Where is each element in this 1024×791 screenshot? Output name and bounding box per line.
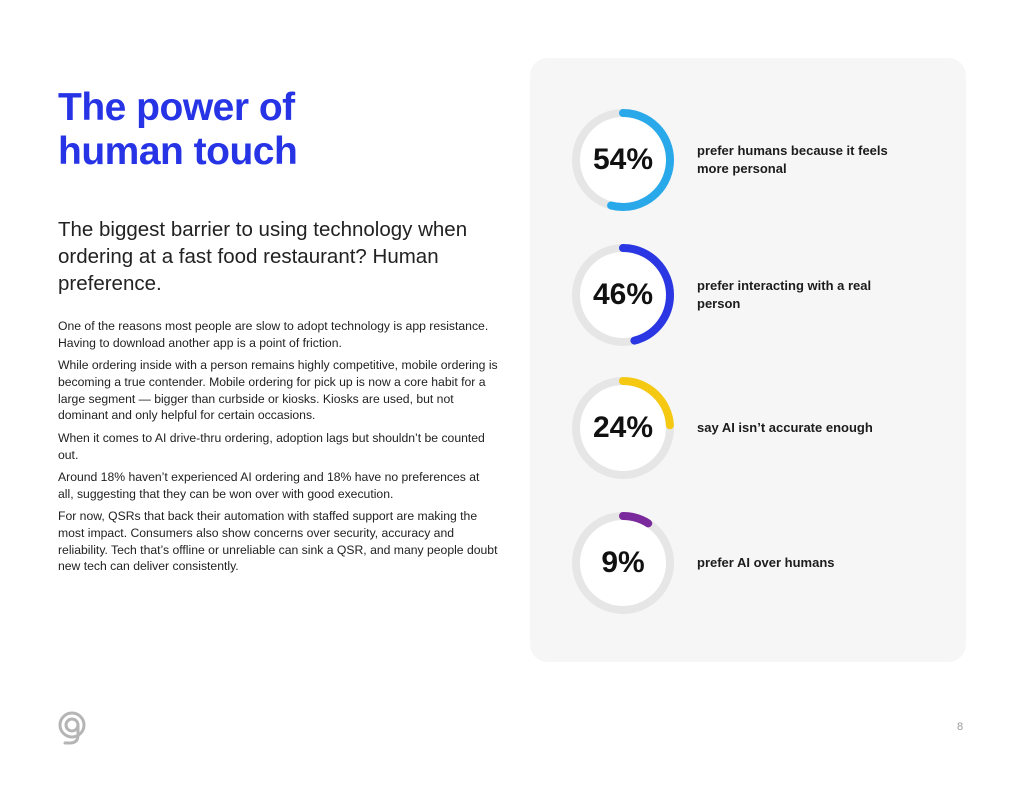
paragraph: While ordering inside with a person rema… [58,358,498,423]
page-title: The power of human touch [58,86,438,174]
stat-description: say AI isn’t accurate enough [697,420,873,435]
title-line-2: human touch [58,130,298,173]
donut-ring [572,377,674,479]
title-line-1: The power of [58,86,295,129]
ring-progress-arc [572,109,674,211]
paragraph: When it comes to AI drive-thru ordering,… [58,430,485,462]
stat-description: prefer AI over humans [697,555,835,570]
paragraph: One of the reasons most people are slow … [58,319,489,350]
ring-progress-arc [572,377,674,479]
page-number: 8 [956,721,964,733]
stat-row-real-person: 46% prefer interacting with a real perso… [568,240,968,350]
donut-ring [572,244,674,346]
stat-description: prefer interacting with a real person [697,278,872,311]
stat-description: prefer humans because it feels more pers… [697,143,888,176]
paragraph: Around 18% haven’t experienced AI orderi… [58,469,480,501]
donut-ring [572,109,674,211]
g-logo-icon [58,711,86,745]
paragraph: For now, QSRs that back their automation… [58,508,498,574]
stat-percentage: 9% [601,546,645,579]
ring-progress-arc [572,244,674,346]
body-text: One of the reasons most people are slow … [58,318,498,581]
stat-row-prefer-ai: 9% prefer AI over humans [568,508,968,618]
ring-progress-arc [572,512,674,614]
donut-ring [572,512,674,614]
stat-row-personal: 54% prefer humans because it feels more … [568,105,968,215]
stat-percentage: 24% [592,411,654,444]
stat-percentage: 46% [592,278,654,311]
subtitle: The biggest barrier to using technology … [58,218,468,295]
stat-percentage: 54% [592,143,654,176]
stat-row-ai-accuracy: 24% say AI isn’t accurate enough [568,373,968,483]
